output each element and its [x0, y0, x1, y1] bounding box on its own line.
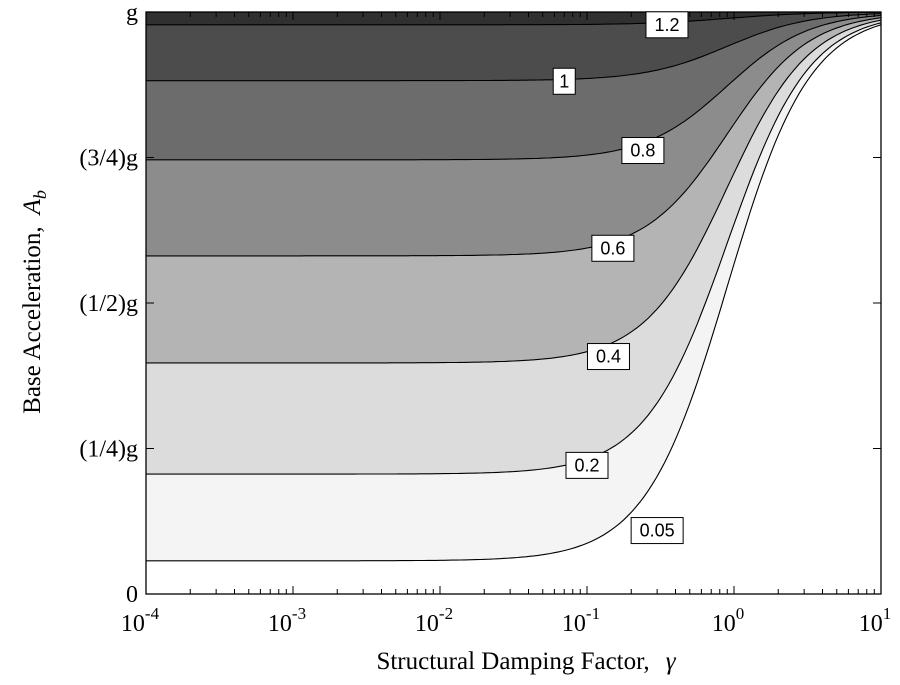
contour-label-text: 0.8 [630, 141, 655, 161]
contour-line-1 [146, 13, 882, 82]
contour-label-box [621, 137, 665, 165]
contour-line-0.2 [146, 22, 882, 475]
y-tick-label: (3/4)g [79, 146, 138, 172]
y-tick-label: 0 [126, 582, 138, 608]
contour-label-0.05: 0.05 [630, 517, 684, 545]
y-axis-title: Base Acceleration,Ab [19, 190, 50, 414]
contour-label-box [630, 517, 684, 545]
contour-label-0.4: 0.4 [586, 343, 630, 371]
contour-label-0.6: 0.6 [591, 234, 635, 262]
region-1 [146, 12, 881, 81]
contour-label-text: 0.4 [596, 347, 621, 367]
y-tick-label: (1/2)g [79, 291, 138, 317]
x-axis-title: Structural Damping Factor, γ [376, 648, 676, 675]
contour-label-1.2: 1.2 [645, 11, 689, 39]
contour-label-text: 0.2 [574, 455, 599, 475]
contour-labels: 0.05 0.2 0.4 0.6 0.8 1 1.2 [552, 11, 689, 545]
contour-label-text: 1.2 [654, 15, 679, 35]
contour-label-box [565, 451, 609, 479]
x-tick-label: 10-4 [121, 604, 160, 637]
x-tick-label: 100 [712, 604, 745, 637]
x-tick-label: 10-1 [562, 604, 600, 637]
contour-label-0.8: 0.8 [621, 137, 665, 165]
contour-line-0.4 [146, 19, 882, 364]
contour-line-0.05 [146, 24, 882, 562]
region-1.2 [146, 12, 881, 25]
contour-label-text: 0.6 [600, 238, 625, 258]
x-tick-label: 10-3 [268, 604, 306, 637]
contour-label-box [591, 234, 635, 262]
x-tick-labels: 10-4 10-3 10-2 10-1 100 101 [121, 604, 891, 637]
contour-label-text: 1 [559, 71, 569, 91]
contour-label-text: 0.05 [640, 521, 675, 541]
contour-line-0.6 [146, 17, 882, 257]
y-tick-labels: 0 (1/4)g (1/2)g (3/4)g g [79, 0, 138, 608]
contour-label-box [645, 11, 689, 39]
contour-label-1: 1 [552, 67, 576, 95]
y-tick-label: (1/4)g [79, 437, 138, 463]
contour-label-0.2: 0.2 [565, 451, 609, 479]
contour-line-1.2 [146, 11, 881, 26]
contour-line-0.8 [146, 14, 882, 161]
contour-fills [146, 12, 881, 594]
plot-frame [145, 11, 882, 595]
contour-label-box [586, 343, 630, 371]
x-tick-label: 101 [859, 604, 892, 637]
y-tick-label: g [126, 0, 138, 26]
x-tick-label: 10-2 [415, 604, 453, 637]
contour-lines [146, 11, 882, 562]
contour-label-box [552, 67, 576, 95]
